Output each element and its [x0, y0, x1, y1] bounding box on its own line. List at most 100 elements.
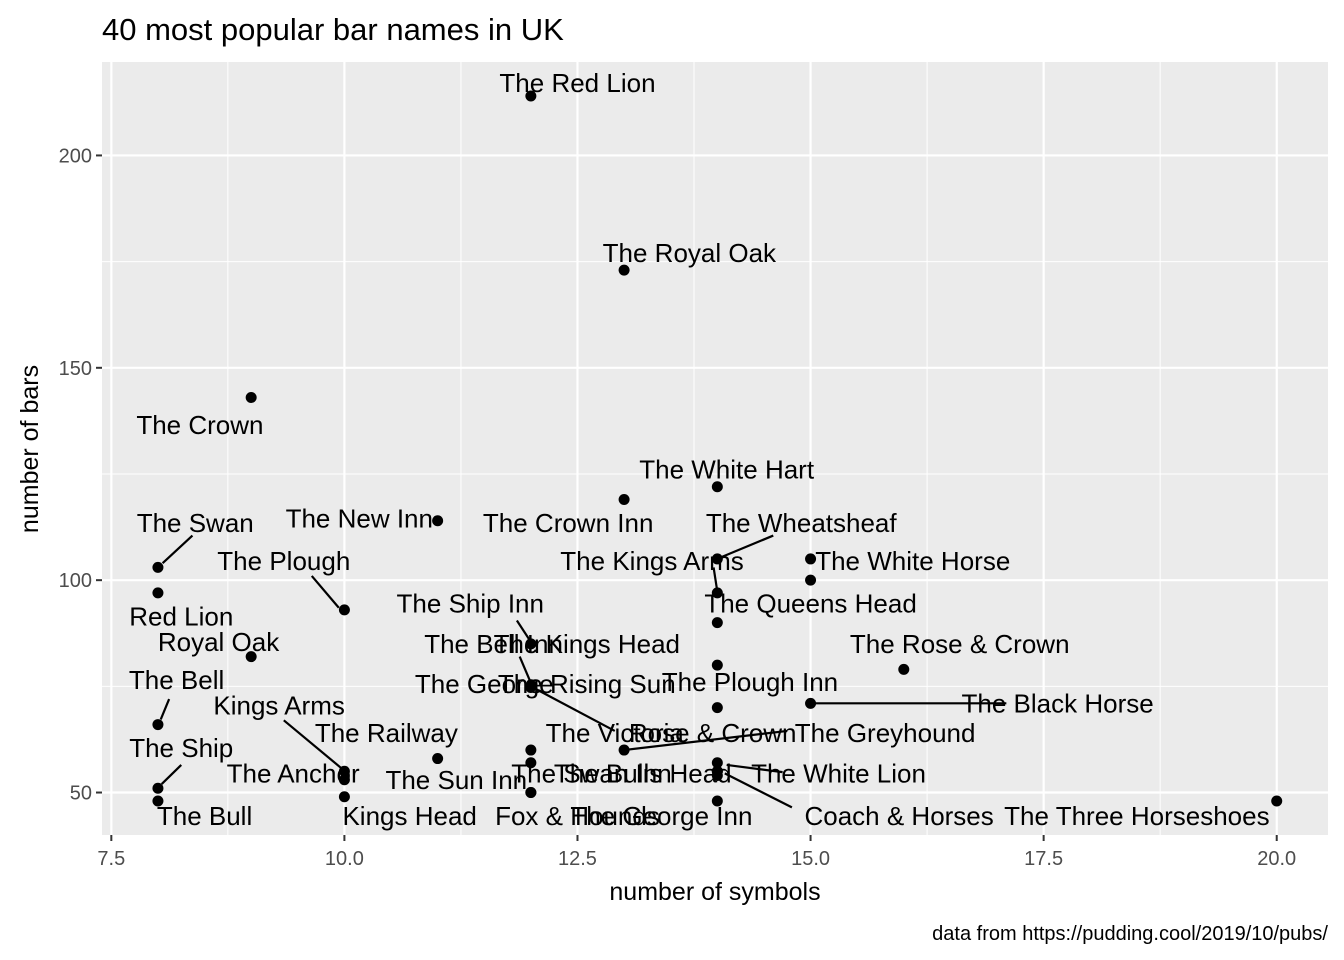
point-label: The Bull [157, 801, 252, 831]
label-connector-line [719, 534, 774, 559]
data-point [711, 795, 723, 807]
label-connector-line [310, 575, 340, 609]
data-point [245, 392, 257, 404]
data-point [711, 659, 723, 671]
x-tick-label: 17.5 [1024, 848, 1063, 870]
data-point [152, 587, 164, 599]
data-point [338, 774, 350, 786]
data-point [525, 638, 537, 650]
data-point [152, 719, 164, 731]
y-tick-label: 150 [59, 358, 92, 380]
data-point [898, 663, 910, 675]
chart-title: 40 most popular bar names in UK [102, 12, 564, 47]
data-point [152, 795, 164, 807]
data-point [618, 493, 630, 505]
y-tick-label: 50 [70, 783, 92, 805]
data-point [525, 744, 537, 756]
point-label: The Railway [315, 718, 458, 748]
point-label: The Ship Inn [397, 589, 544, 619]
data-point [1271, 795, 1283, 807]
point-label: The Swan [137, 508, 254, 538]
point-label: The Bell Inn [424, 629, 563, 659]
data-point [338, 765, 350, 777]
x-tick-label: 20.0 [1257, 848, 1296, 870]
point-label: The Queens Head [704, 589, 916, 619]
point-label: The Sun Inn [385, 765, 527, 795]
point-label: Rose & Crown [629, 718, 797, 748]
point-label: The Bell [129, 665, 224, 695]
label-connector-line [530, 685, 616, 732]
point-labels: The Red Lion The Royal Oak The Crown The Wh… [129, 68, 1270, 831]
x-tick-label: 15.0 [791, 848, 830, 870]
x-tick-label: 12.5 [558, 848, 597, 870]
point-label: Fox & Hounds [495, 801, 660, 831]
data-point [618, 264, 630, 276]
data-point [525, 680, 537, 692]
point-label: The Kings Arms [560, 546, 744, 576]
label-connectors [159, 534, 1007, 809]
point-label: Kings Arms [213, 690, 345, 720]
point-label: The Rising Sun [498, 669, 676, 699]
x-tick-label: 7.5 [97, 848, 125, 870]
data-point [338, 791, 350, 803]
data-point [245, 651, 257, 663]
point-label: The Three Horseshoes [1004, 801, 1269, 831]
point-label: Coach & Horses [804, 801, 993, 831]
point-label: Red Lion [129, 601, 233, 631]
data-point [711, 553, 723, 565]
point-label: The Swan Inn [511, 758, 671, 788]
point-label: The Crown Inn [483, 508, 654, 538]
data-point [618, 744, 630, 756]
point-label: The Victoria [546, 718, 685, 748]
data-point [525, 90, 537, 102]
x-axis-title: number of symbols [609, 878, 820, 906]
point-label: The Red Lion [499, 68, 655, 98]
point-label: The Ship [129, 733, 233, 763]
data-point [805, 574, 817, 586]
point-label: The White Hart [639, 455, 815, 485]
point-label: The New Inn [286, 504, 433, 534]
point-label: The Wheatsheaf [706, 508, 898, 538]
point-label: The White Horse [815, 546, 1010, 576]
y-axis-title: number of bars [16, 365, 44, 533]
data-point [152, 782, 164, 794]
data-point [711, 587, 723, 599]
point-label: The Black Horse [962, 688, 1154, 718]
data-point [711, 481, 723, 493]
gridlines [102, 62, 1328, 835]
y-tick-label: 100 [59, 570, 92, 592]
data-point [525, 787, 537, 799]
data-points [152, 90, 1283, 807]
label-connector-line [623, 729, 788, 752]
point-label: The Anchor [227, 758, 360, 788]
label-connector-line [726, 763, 783, 774]
point-label: The Royal Oak [603, 238, 777, 268]
point-label: The Plough [217, 546, 350, 576]
data-point [338, 604, 350, 616]
data-point [805, 553, 817, 565]
y-tick-label: 200 [59, 145, 92, 167]
point-label: The George [415, 669, 554, 699]
data-point [152, 561, 164, 573]
point-label: The Greyhound [795, 718, 976, 748]
label-connector-line [161, 534, 194, 564]
point-label: The Kings Head [494, 629, 680, 659]
x-tick-label: 10.0 [325, 848, 364, 870]
data-point [711, 765, 723, 777]
data-point [525, 757, 537, 769]
point-label: The White Lion [751, 758, 926, 788]
data-source-caption: data from https://pudding.cool/2019/10/p… [932, 923, 1328, 945]
label-connector-line [283, 719, 344, 771]
label-connector-line [515, 619, 531, 642]
data-point [805, 697, 817, 709]
label-connector-line [518, 656, 532, 684]
point-label: The Bulls Head [554, 758, 732, 788]
data-point [432, 515, 444, 527]
data-point [711, 757, 723, 769]
data-point [711, 702, 723, 714]
point-label: Royal Oak [158, 627, 280, 657]
point-label: The George Inn [570, 801, 752, 831]
point-label: The Crown [136, 410, 263, 440]
point-label: The Plough Inn [662, 667, 838, 697]
